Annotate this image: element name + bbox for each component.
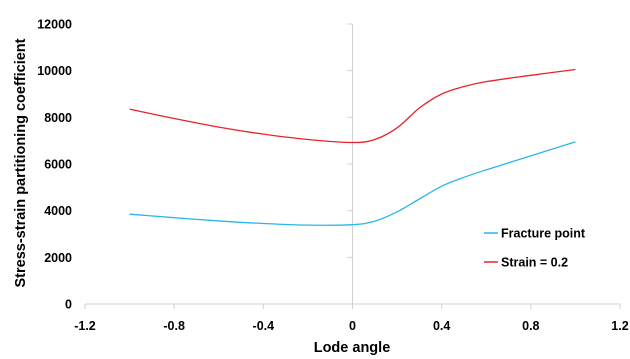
- y-tick-labels: 0 2000 4000 6000 8000 10000 12000: [37, 18, 72, 312]
- x-tick-label: -1.2: [74, 319, 96, 333]
- y-tick-label: 4000: [44, 204, 72, 218]
- x-tick-labels: -1.2 -0.8 -0.4 0 0.4 0.8 1.2: [74, 319, 629, 333]
- x-tick-label: 0.8: [522, 319, 539, 333]
- legend-label-strain-0-2: Strain = 0.2: [501, 256, 568, 270]
- y-tick-label: 12000: [37, 18, 72, 32]
- y-tick-label: 6000: [44, 158, 72, 172]
- x-tick-label: 1.2: [611, 319, 628, 333]
- x-tick-label: -0.4: [253, 319, 275, 333]
- y-tick-label: 8000: [44, 111, 72, 125]
- y-tick-label: 0: [65, 298, 72, 312]
- series-lines: [129, 68, 576, 226]
- y-tick-label: 2000: [44, 251, 72, 265]
- series-line-fracture-point: [129, 141, 576, 226]
- x-tick-label: 0.4: [433, 319, 450, 333]
- axes: [84, 23, 621, 309]
- series-line-strain-0-2: [129, 68, 576, 144]
- legend-label-fracture-point: Fracture point: [501, 227, 586, 241]
- x-tick-label: 0: [349, 319, 356, 333]
- y-tick-label: 10000: [37, 64, 72, 78]
- y-axis-title: Stress-strain partitioning coefficient: [13, 38, 29, 287]
- x-axis-title: Lode angle: [314, 340, 391, 356]
- x-tick-label: -0.8: [163, 319, 185, 333]
- legend: Fracture point Strain = 0.2: [484, 227, 586, 270]
